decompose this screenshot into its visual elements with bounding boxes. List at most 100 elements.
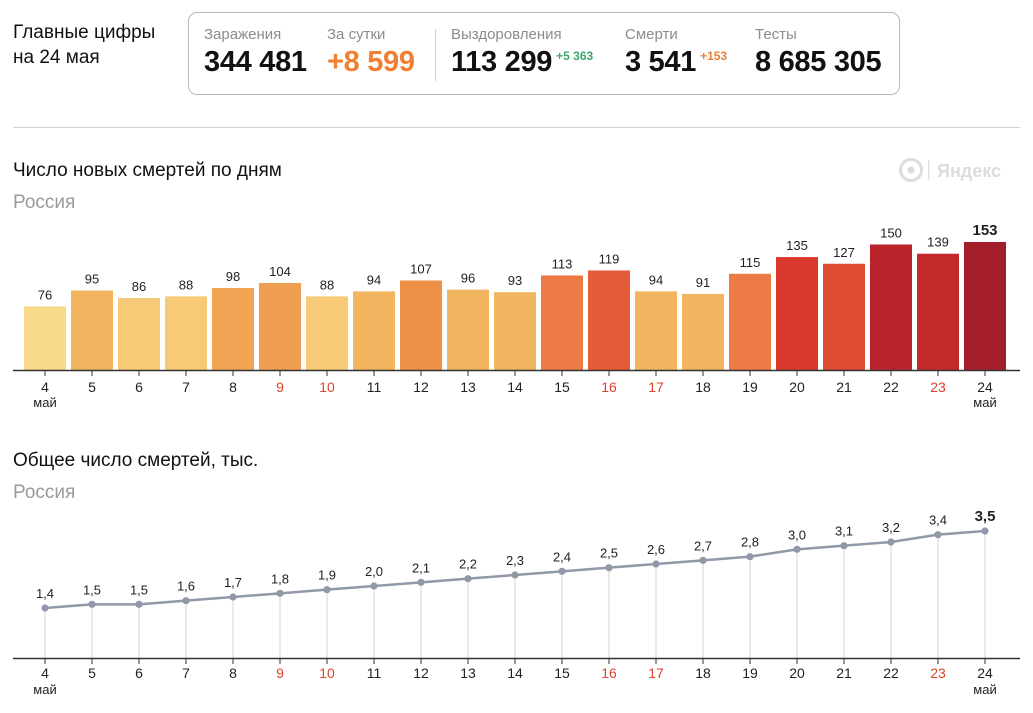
stat-recovered-label: Выздоровления (451, 26, 562, 43)
stat-infections-value: 344 481 (204, 46, 307, 78)
data-point (793, 545, 801, 553)
bar-value-label: 94 (649, 272, 663, 287)
point-value-label: 2,6 (647, 542, 665, 557)
key-stats-panel: Заражения 344 481 За сутки +8 599 Выздор… (188, 12, 900, 95)
yandex-logo-text: Яндекс (937, 161, 1001, 181)
bar-value-label: 119 (599, 251, 620, 266)
x-tick-label: 5 (88, 665, 96, 681)
x-tick-label: 11 (367, 665, 382, 681)
stat-recovered: Выздоровления 113 299 +5 363 (451, 26, 593, 80)
point-value-label: 3,2 (882, 520, 900, 535)
x-tick-label: 11 (367, 379, 382, 395)
data-point (511, 571, 519, 579)
bar (823, 263, 865, 370)
x-tick-label: 20 (789, 379, 805, 395)
x-tick-label: 14 (507, 665, 523, 681)
x-tick-label: 23 (930, 665, 946, 681)
line-chart-subtitle: Россия (13, 482, 76, 503)
bar-value-label: 127 (833, 245, 855, 260)
x-tick-label: 8 (229, 665, 237, 681)
point-value-label: 2,1 (412, 560, 430, 575)
data-point (652, 560, 660, 568)
line-chart-title: Общее число смертей, тыс. (13, 450, 259, 471)
x-tick-label: 6 (135, 379, 143, 395)
stat-deaths: Смерти 3 541 +153 (625, 26, 727, 80)
x-month-label-start: май (33, 395, 56, 410)
bar (259, 282, 301, 370)
x-tick-label: 7 (182, 379, 190, 395)
point-value-label: 3,0 (788, 527, 806, 542)
bar (494, 292, 536, 370)
x-tick-label: 17 (648, 379, 664, 395)
x-tick-label: 15 (554, 665, 570, 681)
data-point (464, 575, 472, 583)
x-month-label-start: май (33, 682, 56, 697)
x-tick-label: 4 (41, 379, 49, 395)
x-tick-label: 19 (742, 665, 758, 681)
bar (400, 280, 442, 370)
x-tick-label: 18 (695, 379, 711, 395)
data-point (88, 600, 96, 608)
x-tick-label: 9 (276, 665, 284, 681)
bar-chart-subtitle: Россия (13, 192, 76, 213)
bar-value-label: 113 (552, 256, 573, 271)
data-point (182, 597, 190, 605)
bar-value-label: 76 (38, 287, 52, 302)
point-value-label: 1,7 (224, 575, 242, 590)
bar-value-label: 96 (461, 271, 475, 286)
point-value-label: 3,1 (835, 524, 853, 539)
headline: Главные цифры на 24 мая (13, 20, 155, 70)
data-point (699, 556, 707, 564)
bar (964, 242, 1006, 370)
stat-per-day-value: +8 599 (327, 46, 415, 78)
bar (682, 293, 724, 370)
x-tick-label: 16 (601, 379, 617, 395)
stat-deaths-value: 3 541 (625, 46, 697, 78)
point-value-label: 2,2 (459, 557, 477, 572)
bar-value-label: 107 (410, 261, 432, 276)
data-point (558, 567, 566, 575)
point-value-label: 1,9 (318, 568, 336, 583)
point-value-label: 2,3 (506, 553, 524, 568)
x-tick-label: 14 (507, 379, 523, 395)
stat-per-day: За сутки +8 599 (327, 26, 415, 80)
data-point (746, 553, 754, 561)
bar-value-label: 153 (972, 222, 997, 239)
data-point (276, 589, 284, 597)
stat-tests-label: Тесты (755, 26, 797, 43)
bar-value-label: 135 (786, 238, 808, 253)
x-tick-label: 16 (601, 665, 617, 681)
x-tick-label: 8 (229, 379, 237, 395)
x-tick-label: 24 (977, 665, 993, 681)
bar (541, 275, 583, 370)
x-tick-label: 21 (836, 379, 852, 395)
point-value-label: 2,8 (741, 535, 759, 550)
point-value-label: 1,8 (271, 571, 289, 586)
data-point (981, 527, 989, 535)
bar-value-label: 98 (226, 269, 240, 284)
x-month-label-end: май (973, 682, 996, 697)
bar-value-label: 93 (508, 273, 522, 288)
point-value-label: 2,7 (694, 538, 712, 553)
data-point (887, 538, 895, 546)
stat-deaths-delta: +153 (700, 49, 728, 63)
bar-value-label: 95 (85, 272, 99, 287)
yandex-logo: Яндекс (899, 158, 1001, 182)
data-point (229, 593, 237, 601)
bar (635, 291, 677, 370)
bar (870, 244, 912, 370)
data-point (41, 604, 49, 612)
bar (917, 253, 959, 370)
bar (165, 296, 207, 370)
bar-value-label: 115 (740, 255, 761, 270)
x-tick-label: 18 (695, 665, 711, 681)
point-value-label: 1,5 (130, 582, 148, 597)
stat-tests-value: 8 685 305 (755, 46, 882, 78)
stat-recovered-delta: +5 363 (556, 49, 594, 63)
bar (776, 257, 818, 370)
stat-tests: Тесты 8 685 305 (755, 26, 882, 80)
data-point (605, 564, 613, 572)
bar (71, 290, 113, 370)
x-tick-label: 23 (930, 379, 946, 395)
